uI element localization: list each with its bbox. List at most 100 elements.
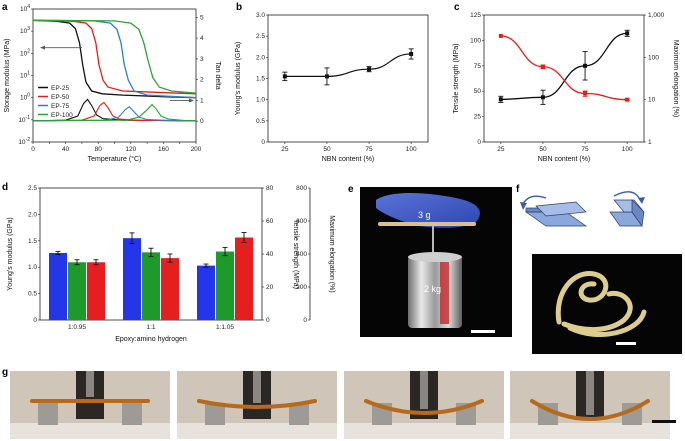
y2-tick-label: 100: [648, 54, 659, 61]
y-tick-label: 104: [20, 4, 30, 13]
left-support: [205, 403, 225, 425]
panel-a-chart: a 0 40 80 120 160 200 10-2 10-1 100 101 102 103 104 0…: [2, 2, 221, 163]
modulus-line-EP-75: [32, 19, 197, 99]
y-tick-label: 1.5: [256, 76, 265, 83]
y3-tick-label: 400: [296, 251, 307, 258]
gel-beam: [197, 399, 317, 409]
right-support: [122, 403, 142, 425]
y2-tick-label: 20: [266, 284, 274, 291]
y2-tick-label: 5: [200, 14, 204, 21]
y-tick-label: 2.5: [256, 33, 265, 40]
plot-frame: [32, 8, 197, 143]
y1-tick-label: 0: [33, 317, 37, 324]
left-support: [38, 403, 58, 425]
x-tick-label: 25: [497, 146, 505, 153]
y1-tick-label: 2.5: [28, 185, 37, 192]
right-support: [289, 403, 309, 425]
bar-maximum-elongation: [235, 237, 253, 320]
plot-frame: [483, 14, 645, 143]
y2-tick-label: 3: [200, 56, 204, 63]
y-axis-label: Young's modulus (GPa): [235, 42, 242, 115]
panel-c-chart: c 0 25 50 75 100 125 1 10 100 1,000 25 50 75 100 NBN c…: [453, 2, 679, 163]
data-point: [583, 63, 588, 68]
gel-beam: [364, 399, 484, 415]
series-line-0: [500, 32, 628, 100]
tan-axis-arrowhead: [189, 98, 194, 103]
bench-surface: [344, 423, 504, 439]
y2-axis-label: Tensile strength (MPa): [292, 219, 299, 289]
x-tick-label: 200: [191, 146, 202, 153]
bar-tensile-strength: [68, 262, 86, 320]
fold-schematic-2: [609, 191, 645, 227]
x-tick-label: 50: [539, 146, 547, 153]
scale-bar: [652, 420, 676, 423]
press-rod: [86, 371, 94, 397]
y1-tick-label: 2.0: [28, 211, 37, 218]
x-tick-label: 100: [622, 146, 633, 153]
x-tick-label: 80: [95, 146, 103, 153]
modulus-axis-arrowhead: [40, 45, 45, 50]
bending-frame: [177, 371, 337, 439]
x-tick-label: 1:0.95: [68, 324, 86, 331]
press-rod: [253, 371, 261, 403]
y-tick-label: 1.0: [256, 97, 265, 104]
bending-frame: [10, 371, 170, 439]
weight-top-rim: [408, 252, 462, 262]
tan-delta-line-EP-25: [32, 98, 197, 122]
panel-c-label: c: [454, 2, 460, 13]
panel-g-label: g: [2, 367, 8, 378]
data-point: [367, 67, 372, 72]
weight-label-3g: 3 g: [418, 210, 431, 220]
x-tick-label: 75: [581, 146, 589, 153]
bench-surface: [10, 423, 170, 439]
y3-axis-label: Maximum elongation (%): [328, 215, 335, 292]
y1-axis-label: Young's modulus (GPa): [7, 217, 14, 290]
gel-beam: [530, 399, 650, 421]
y2-tick-label: 60: [266, 218, 274, 225]
x-tick-label: 50: [323, 146, 331, 153]
y-tick-label: 10-1: [18, 115, 30, 124]
y-tick-label: 25: [474, 114, 482, 121]
bending-frame: [510, 371, 670, 439]
y2-axis-label: Tan delta: [214, 61, 221, 90]
y-tick-label: 3.0: [256, 12, 265, 19]
bar-young-s-modulus: [49, 252, 67, 320]
y-tick-label: 0: [477, 139, 481, 146]
x-tick-label: 75: [365, 146, 373, 153]
y2-tick-label: 10: [648, 97, 656, 104]
weight-label-2kg: 2 kg: [424, 284, 441, 294]
y-tick-label: 100: [470, 37, 481, 44]
y-tick-label: 75: [474, 63, 482, 70]
data-point: [498, 97, 503, 102]
y-tick-label: 50: [474, 88, 482, 95]
y2-tick-label: 4: [200, 35, 204, 42]
y2-tick-label: 2: [200, 77, 204, 84]
x-tick-label: 1:1: [146, 324, 155, 331]
panel-b-chart: b 0 0.5 1.0 1.5 2.0 2.5 3.0 25 50 75 100 NBN conten…: [235, 2, 429, 163]
weight-red-reflection: [440, 262, 449, 324]
panel-a-label: a: [2, 2, 8, 13]
y3-tick-label: 0: [303, 317, 307, 324]
x-axis-label: Temperature (°C): [88, 155, 142, 163]
x-tick-label: 1:1.05: [216, 324, 234, 331]
y2-tick-label: 1: [648, 139, 652, 146]
data-point: [540, 64, 545, 69]
data-point: [540, 95, 545, 100]
panel-g-figure: g: [2, 367, 676, 439]
y2-tick-label: 0: [266, 317, 270, 324]
legend-label: EP-25: [51, 85, 69, 92]
y2-tick-label: 0: [200, 118, 204, 125]
data-point: [282, 74, 287, 79]
youngs-modulus-line: [284, 53, 412, 77]
y-axis-label: Storage modulus (MPa): [4, 39, 11, 113]
panel-e-photo: e 3 g 2 kg: [348, 184, 512, 337]
y3-tick-label: 800: [296, 185, 307, 192]
bar-maximum-elongation: [161, 258, 179, 320]
y-tick-label: 2.0: [256, 54, 265, 61]
x-tick-label: 40: [62, 146, 70, 153]
bar-tensile-strength: [216, 251, 234, 320]
panel-b-label: b: [236, 2, 242, 13]
x-tick-label: 160: [158, 146, 169, 153]
x-tick-label: 120: [125, 146, 136, 153]
hanging-thread: [432, 226, 434, 256]
